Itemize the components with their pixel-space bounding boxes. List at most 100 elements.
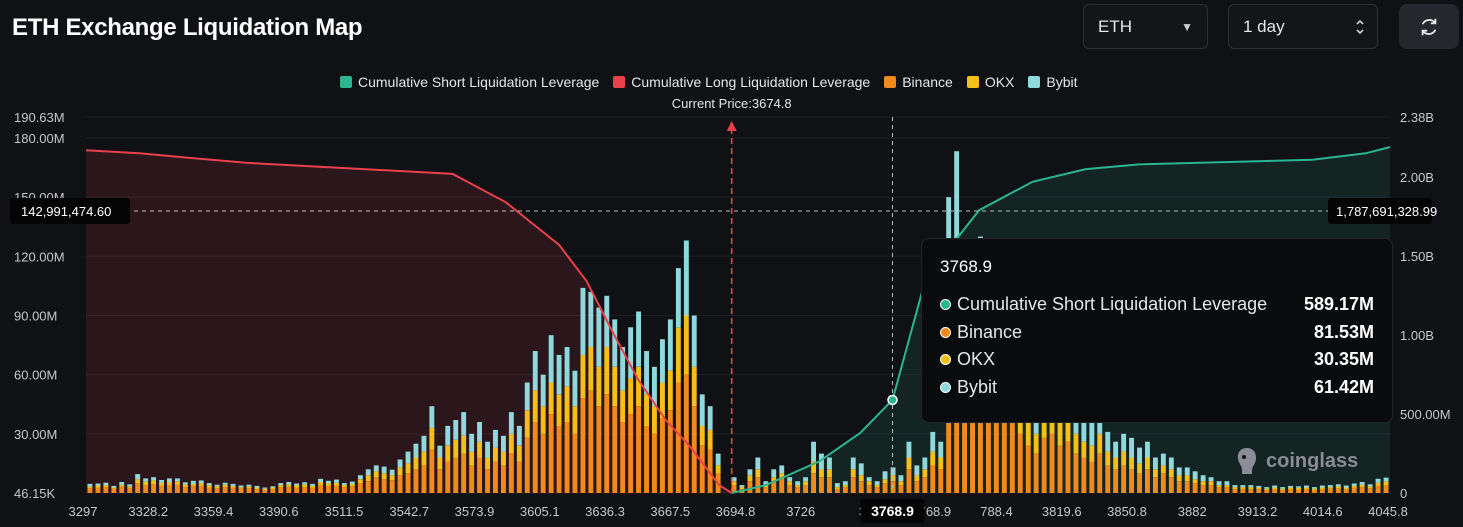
refresh-button[interactable] <box>1399 4 1459 49</box>
legend-item-bybit[interactable]: Bybit <box>1028 74 1078 90</box>
bar-bybit <box>1272 485 1278 488</box>
bar-bybit <box>898 475 904 482</box>
bar-bybit <box>405 451 411 464</box>
bar-okx <box>516 445 522 462</box>
bar-binance <box>1168 477 1174 493</box>
right-axis-tick: 1.50B <box>1400 249 1434 264</box>
bar-okx <box>930 451 936 466</box>
coin-select[interactable]: ETH ▼ <box>1083 4 1208 49</box>
watermark-text: coinglass <box>1266 449 1359 472</box>
bar-binance <box>461 453 467 493</box>
bar-binance <box>1192 483 1198 493</box>
bar-binance <box>357 483 363 493</box>
bar-bybit <box>1304 485 1309 488</box>
x-axis-tick: 3850.8 <box>1107 504 1147 519</box>
x-axis-tick: 3328.2 <box>128 504 168 519</box>
bar-binance <box>1232 489 1238 493</box>
coinglass-logo-icon <box>1237 448 1256 474</box>
bar-binance <box>1097 453 1103 493</box>
bar-binance <box>262 489 268 493</box>
coin-select-value: ETH <box>1098 16 1132 36</box>
current-price-arrow <box>726 121 737 131</box>
legend-item-okx[interactable]: OKX <box>966 74 1014 90</box>
bar-bybit <box>222 482 228 485</box>
bar-bybit <box>326 480 331 484</box>
right-axis-tick: 1.00B <box>1400 328 1434 343</box>
bar-binance <box>906 469 912 493</box>
bar-okx <box>1351 485 1357 488</box>
bar-okx <box>1304 487 1309 490</box>
bar-bybit <box>159 480 164 483</box>
bar-binance <box>381 479 387 493</box>
bar-binance <box>1375 485 1381 493</box>
tooltip-value-okx: 30.35M <box>1313 349 1374 370</box>
bar-binance <box>548 414 554 493</box>
left-axis-tick: 46.15K <box>14 486 56 501</box>
legend-label-short: Cumulative Short Liquidation Leverage <box>358 74 600 90</box>
bar-binance <box>914 481 920 493</box>
bar-binance <box>334 485 339 493</box>
bar-binance <box>652 433 657 493</box>
x-axis-tick: 3913.2 <box>1238 504 1278 519</box>
bar-binance <box>1025 445 1031 493</box>
bar-okx <box>1367 486 1373 489</box>
legend-item-long[interactable]: Cumulative Long Liquidation Leverage <box>613 74 870 90</box>
period-select[interactable]: 1 day <box>1228 4 1378 49</box>
bar-binance <box>1383 485 1389 493</box>
legend-swatch-bybit <box>1028 76 1041 88</box>
bar-bybit <box>397 459 403 468</box>
bar-binance <box>198 485 204 493</box>
bar-okx <box>334 482 339 486</box>
bar-binance <box>556 425 562 493</box>
bar-okx <box>238 487 244 489</box>
bar-bybit <box>612 319 618 367</box>
tooltip-dot-short <box>940 299 951 311</box>
bar-bybit <box>135 474 141 480</box>
bar-okx <box>564 386 570 422</box>
legend-item-short[interactable]: Cumulative Short Liquidation Leverage <box>340 74 599 90</box>
bar-binance <box>731 485 737 493</box>
bar-bybit <box>652 366 657 407</box>
bar-bybit <box>588 291 594 347</box>
bar-bybit <box>1216 481 1222 486</box>
bar-okx <box>1041 410 1047 438</box>
bar-bybit <box>699 394 705 426</box>
bar-bybit <box>278 483 284 486</box>
bar-binance <box>866 485 872 493</box>
bar-binance <box>508 453 514 493</box>
bar-binance <box>1224 487 1230 493</box>
bar-binance <box>588 390 594 493</box>
bar-bybit <box>349 481 355 484</box>
bar-bybit <box>755 457 761 470</box>
bar-binance <box>1216 487 1222 493</box>
bar-bybit <box>318 478 323 482</box>
bar-okx <box>1256 487 1262 490</box>
bar-okx <box>556 394 562 426</box>
bar-bybit <box>1240 485 1246 488</box>
bar-bybit <box>930 431 936 452</box>
bar-bybit <box>787 477 793 482</box>
bar-binance <box>1073 453 1079 493</box>
legend-item-binance[interactable]: Binance <box>884 74 953 90</box>
bar-binance <box>628 414 634 493</box>
bar-okx <box>596 366 602 407</box>
short-line-hover-marker <box>887 394 898 406</box>
bar-bybit <box>922 457 928 470</box>
bar-bybit <box>660 339 665 383</box>
bar-bybit <box>111 485 117 488</box>
x-axis-tick: 3636.3 <box>585 504 625 519</box>
bar-okx <box>683 315 689 375</box>
bar-bybit <box>1351 483 1357 486</box>
bar-okx <box>493 447 498 462</box>
bar-binance <box>389 480 395 493</box>
bar-binance <box>978 374 983 493</box>
bar-bybit <box>1288 485 1293 488</box>
bar-binance <box>190 486 196 493</box>
bar-okx <box>540 406 546 434</box>
bar-binance <box>1264 489 1270 493</box>
bar-okx <box>866 481 872 486</box>
bar-bybit <box>1232 485 1238 488</box>
bar-binance <box>930 465 936 493</box>
bar-binance <box>87 488 93 493</box>
bar-binance <box>986 406 991 493</box>
